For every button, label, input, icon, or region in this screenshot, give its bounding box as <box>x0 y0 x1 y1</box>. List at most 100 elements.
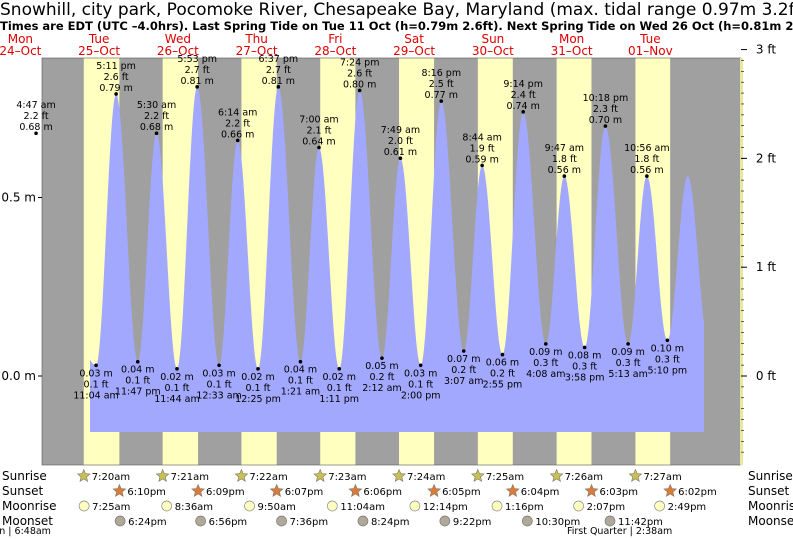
tide-point <box>521 110 525 114</box>
sunset-icon <box>112 483 127 497</box>
tide-time: 8:16 pm <box>421 68 461 79</box>
tide-height-m: 0.09 m <box>611 347 644 358</box>
tide-point <box>544 342 548 346</box>
tide-point <box>418 363 423 368</box>
tide-height-ft: 2.1 ft <box>306 126 331 137</box>
tide-height-ft: 2.0 ft <box>388 136 413 147</box>
tide-point <box>582 345 587 350</box>
moonrise-icon <box>326 500 338 512</box>
tide-time: 9:47 am <box>545 143 584 154</box>
tide-height-ft: 0.1 ft <box>288 376 313 387</box>
tide-height-m: 0.59 m <box>465 154 498 165</box>
day-date: 28–Oct <box>314 44 356 58</box>
day-date: 25–Oct <box>78 44 120 58</box>
tide-point <box>665 338 670 343</box>
tide-height-ft: 2.4 ft <box>511 90 536 101</box>
tide-height-ft: 2.2 ft <box>225 118 250 129</box>
tide-point <box>94 363 98 368</box>
day-name: Mon <box>8 32 33 46</box>
tide-height-m: 0.64 m <box>302 137 335 148</box>
tide-height-ft: 0.1 ft <box>245 383 270 394</box>
sunrise-icon <box>155 468 170 482</box>
moon-phase: First Quarter | 2:38am <box>567 526 672 537</box>
sunset-icon <box>348 483 363 497</box>
tide-height-ft: 2.7 ft <box>185 65 210 76</box>
sunset-icon <box>269 483 284 497</box>
sunrise-icon <box>628 468 643 482</box>
sunrise-time: 7:22am <box>249 472 287 483</box>
tide-time: 4:47 am <box>16 100 55 111</box>
day-name: Tue <box>639 32 661 46</box>
moonset-icon <box>521 515 533 527</box>
tide-height-ft: 1.8 ft <box>552 154 577 165</box>
tide-point <box>195 85 199 89</box>
tide-height-ft: 0.3 ft <box>572 361 597 372</box>
moonrise-icon <box>491 500 503 512</box>
moonrise-icon <box>409 500 421 512</box>
tide-point <box>235 138 240 143</box>
tide-time: 6:37 pm <box>259 54 299 65</box>
moonrise-icon <box>654 500 665 512</box>
tide-time: 5:30 am <box>137 100 176 111</box>
tide-time: 1:21 am <box>281 387 320 398</box>
sunrise-icon <box>392 468 406 482</box>
tide-point <box>562 174 567 178</box>
tide-point <box>439 99 444 103</box>
tide-height-m: 0.03 m <box>202 368 235 379</box>
day-name: Sat <box>404 32 424 46</box>
moonset-time: 10:30pm <box>535 517 580 528</box>
tide-height-m: 0.74 m <box>506 101 539 112</box>
tide-time: 3:07 am <box>444 376 483 387</box>
sunset-time: 6:03pm <box>599 487 638 498</box>
tide-point <box>276 85 281 89</box>
sunset-icon <box>191 483 205 497</box>
sunrise-time: 7:24am <box>407 472 445 483</box>
tide-time: 5:10 pm <box>648 365 688 376</box>
row-label-left: Sunset <box>2 484 43 498</box>
moonset-icon <box>357 515 369 527</box>
tide-point <box>317 145 321 150</box>
tide-height-ft: 0.2 ft <box>490 369 515 380</box>
tide-time: 5:13 am <box>608 369 647 380</box>
sunset-time: 6:02pm <box>678 487 717 498</box>
tide-time: 12:25 pm <box>235 394 281 405</box>
moonrise-time: 7:25am <box>92 502 130 513</box>
chart-title: Snowhill, city park, Pocomoke River, Che… <box>0 0 793 20</box>
row-label-right: Sunrise <box>748 469 793 483</box>
y-tick-label-ft: 2 ft <box>756 151 776 165</box>
tide-point <box>135 359 140 364</box>
tide-point <box>500 352 505 357</box>
tide-curve <box>90 86 704 433</box>
tide-height-m: 0.09 m <box>529 347 562 358</box>
tide-height-m: 0.02 m <box>323 372 356 383</box>
tide-height-m: 0.03 m <box>404 368 437 379</box>
sunset-time: 6:04pm <box>521 487 560 498</box>
moonrise-time: 8:36am <box>175 502 213 513</box>
moonrise-icon <box>244 500 255 512</box>
tide-height-m: 0.68 m <box>19 122 52 133</box>
tide-point <box>603 124 608 128</box>
tide-height-ft: 0.1 ft <box>207 379 232 390</box>
tide-point <box>357 88 362 93</box>
moonrise-time: 2:07pm <box>587 502 626 513</box>
sunrise-time: 7:23am <box>328 472 366 483</box>
sunset-time: 6:09pm <box>206 487 245 498</box>
day-date: 24–Oct <box>0 44 42 58</box>
tide-height-ft: 2.6 ft <box>104 72 129 83</box>
moonset-time: 6:24pm <box>128 517 167 528</box>
tide-height-ft: 2.5 ft <box>429 79 454 90</box>
row-label-left: Sunrise <box>2 469 47 483</box>
sunset-icon <box>663 483 678 497</box>
row-label-right: Sunset <box>748 484 789 498</box>
tide-height-m: 0.81 m <box>262 76 295 87</box>
tide-time: 3:58 pm <box>565 372 605 383</box>
moonrise-time: 12:14pm <box>423 502 468 513</box>
tide-point <box>461 349 466 353</box>
moonset-time: 11:42pm <box>618 517 663 528</box>
sunset-time: 6:10pm <box>127 487 166 498</box>
y-tick-label-m: 0.5 m <box>1 191 36 205</box>
chart-subtitle: Times are EDT (UTC –4.0hrs). Last Spring… <box>0 19 793 33</box>
moonrise-time: 11:04am <box>340 502 385 513</box>
moonrise-icon <box>161 500 173 512</box>
tide-height-m: 0.80 m <box>343 79 376 90</box>
